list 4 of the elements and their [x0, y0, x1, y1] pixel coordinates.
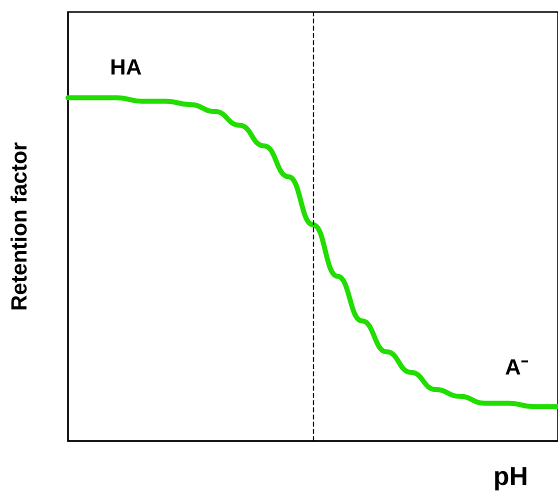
x-axis-title: pH	[493, 461, 528, 491]
annotation: A⁻	[505, 354, 529, 380]
y-axis-title: Retention factor	[6, 142, 32, 311]
text: HA	[110, 54, 142, 80]
